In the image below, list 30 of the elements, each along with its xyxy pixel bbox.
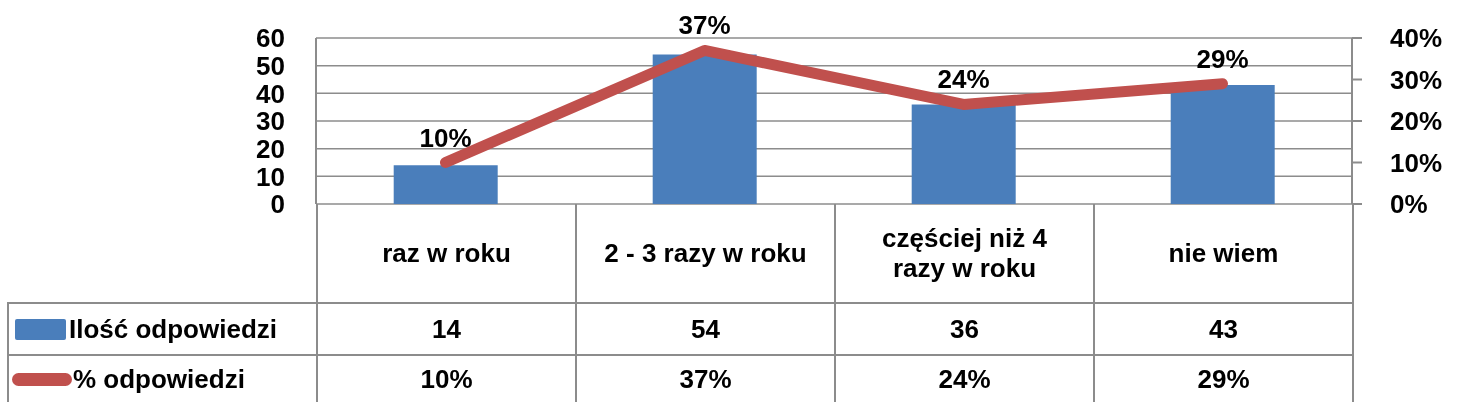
data-label: 54 bbox=[691, 314, 720, 344]
text: 37% bbox=[678, 10, 731, 41]
bar bbox=[1170, 85, 1275, 204]
legend-label: Ilość odpowiedzi bbox=[69, 314, 278, 344]
text: 29% bbox=[1196, 43, 1249, 74]
text: 24% bbox=[937, 64, 990, 95]
bar bbox=[652, 54, 757, 204]
data-label: 36 bbox=[950, 314, 979, 344]
y-tick-label: 10 bbox=[256, 161, 285, 192]
bar bbox=[911, 104, 1016, 204]
x-tick-label: raz w roku bbox=[382, 238, 511, 268]
legend-label: % odpowiedzi bbox=[73, 364, 245, 394]
x-tick-label: 2 - 3 razy w roku bbox=[604, 238, 807, 268]
y2-tick-label: 0% bbox=[1390, 189, 1428, 220]
y-tick-label: 40 bbox=[256, 78, 285, 109]
y2-tick-label: 30% bbox=[1390, 64, 1443, 95]
y2-tick-label: 10% bbox=[1390, 147, 1443, 178]
data-label: 29% bbox=[1197, 364, 1250, 394]
bar bbox=[393, 165, 498, 204]
y-tick-label: 0 bbox=[270, 189, 285, 220]
data-label: 10% bbox=[420, 364, 473, 394]
data-label: 14 bbox=[432, 314, 461, 344]
x-tick-label: nie wiem bbox=[1168, 238, 1279, 268]
data-label: 37% bbox=[679, 364, 732, 394]
text: 10% bbox=[419, 122, 472, 153]
y2-tick-label: 40% bbox=[1390, 23, 1443, 54]
y2-tick-label: 20% bbox=[1390, 106, 1443, 137]
data-label: 43 bbox=[1209, 314, 1238, 344]
data-label: 24% bbox=[938, 364, 991, 394]
x-tick-label: częściej niż 4 razy w roku bbox=[882, 223, 1047, 283]
